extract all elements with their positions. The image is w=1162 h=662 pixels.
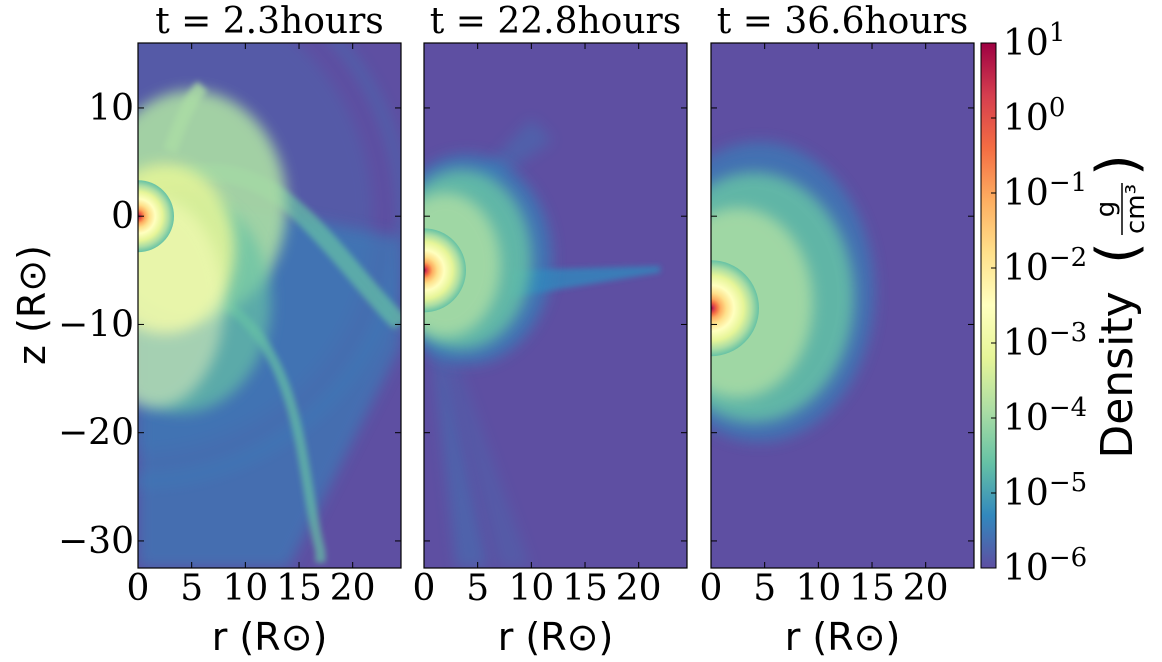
svg-text:Density: Density — [1092, 291, 1143, 458]
colorbar-label: Density () g cm³ — [1085, 154, 1151, 459]
x-tick-label: 5 — [180, 568, 203, 609]
x-tick-label: 15 — [849, 568, 895, 609]
x-tick-label: 20 — [330, 568, 376, 609]
panel-title: t = 2.3hours — [155, 1, 384, 42]
x-tick-label: 15 — [276, 568, 322, 609]
svg-text:cm³: cm³ — [1121, 184, 1151, 234]
colorbar-tick-label: 100 — [1003, 93, 1065, 139]
y-tick-label: −20 — [58, 413, 134, 454]
x-tick-label: 0 — [127, 568, 150, 609]
panel-title: t = 36.6hours — [717, 1, 968, 42]
x-axis-label: r (R⊙) — [498, 615, 614, 659]
colorbar-tick-label: 101 — [1003, 18, 1065, 64]
density-map-1 — [138, 43, 401, 568]
svg-text:g: g — [1091, 201, 1121, 218]
colorbar-gradient — [980, 42, 997, 569]
axes-frame — [137, 42, 402, 569]
colorbar-tick-label: 10−1 — [1003, 168, 1087, 214]
x-tick-label: 5 — [466, 568, 489, 609]
y-tick-label: 10 — [88, 88, 134, 129]
x-axis-label: r (R⊙) — [785, 615, 901, 659]
axes-frame — [710, 42, 975, 569]
y-tick-label: −10 — [58, 304, 134, 345]
x-axis-label: r (R⊙) — [212, 615, 328, 659]
y-axis-label: z (R⊙) — [10, 245, 54, 365]
colorbar-tick-label: 10−3 — [1003, 318, 1087, 364]
y-tick-label: 0 — [111, 196, 134, 237]
y-tick-label: −30 — [58, 521, 134, 562]
x-tick-label: 10 — [508, 568, 554, 609]
panel-3: 0 5 10 15 20 t = 36.6hours r (R⊙) — [700, 1, 975, 659]
svg-text:): ) — [1085, 154, 1150, 176]
x-tick-label: 15 — [562, 568, 608, 609]
x-tick-label: 20 — [616, 568, 662, 609]
colorbar-tick-label: 10−6 — [1003, 543, 1087, 589]
x-tick-label: 10 — [795, 568, 841, 609]
density-map-2 — [424, 43, 687, 568]
colorbar: 101 100 10−1 10−2 10−3 10−4 10−5 10−6 — [980, 18, 1087, 589]
x-tick-label: 0 — [700, 568, 723, 609]
colorbar-tick-label: 10−5 — [1003, 468, 1087, 514]
x-tick-label: 20 — [903, 568, 949, 609]
svg-text:(: ( — [1085, 242, 1150, 264]
colorbar-tick-label: 10−4 — [1003, 393, 1087, 439]
x-tick-label: 10 — [222, 568, 268, 609]
panel-title: t = 22.8hours — [430, 1, 681, 42]
x-tick-label: 0 — [413, 568, 436, 609]
x-tick-label: 5 — [753, 568, 776, 609]
axes-frame — [423, 42, 688, 569]
density-map-3 — [711, 43, 974, 568]
panel-2: 0 5 10 15 20 t = 22.8hours r (R⊙) — [413, 1, 688, 659]
colorbar-tick-label: 10−2 — [1003, 243, 1087, 289]
